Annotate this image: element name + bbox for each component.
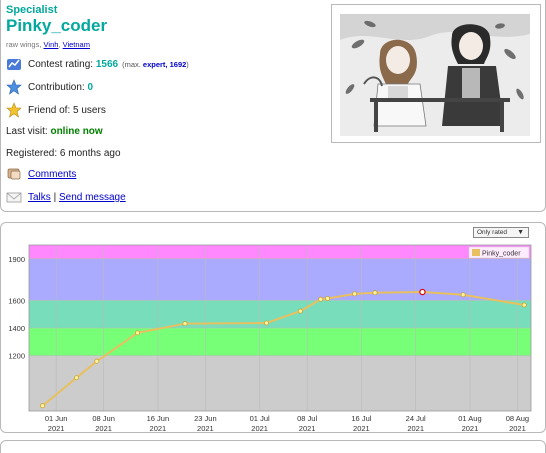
y-tick-label: 1200 <box>8 352 25 361</box>
data-point <box>372 290 378 296</box>
max-rating: (max. expert, 1692) <box>122 59 189 69</box>
talks-link[interactable]: Talks <box>28 191 51 203</box>
contribution-row: Contribution: 0 <box>6 79 93 95</box>
avatar-frame <box>331 4 541 143</box>
x-tick-label: 08 Jun <box>92 414 115 423</box>
legend-swatch <box>472 249 480 256</box>
x-tick-label: 08 Aug <box>506 414 529 423</box>
only-rated-select[interactable]: Only rated ▼ <box>473 227 529 238</box>
data-point <box>419 288 426 296</box>
rating-chart-box: Only rated ▼ 1200 1400 1600 1900 01 Jun 2021 0… <box>0 222 546 433</box>
x-tick-label-year: 2021 <box>150 424 167 433</box>
friend-row: Friend of: 5 users <box>6 102 106 118</box>
next-section-box <box>0 440 546 453</box>
registered-text: Registered: 6 months ago <box>6 148 121 159</box>
user-rank: Specialist <box>6 4 58 16</box>
x-tick-label-year: 2021 <box>299 424 316 433</box>
data-point <box>460 292 466 298</box>
avatar[interactable] <box>340 14 530 136</box>
x-tick-label-year: 2021 <box>407 424 424 433</box>
rating-band <box>29 300 531 328</box>
data-point <box>318 296 324 302</box>
only-rated-label: Only rated <box>477 229 507 236</box>
x-tick-label-year: 2021 <box>251 424 268 433</box>
comments-row: Comments <box>6 166 76 182</box>
x-tick-label-year: 2021 <box>197 424 214 433</box>
contribution-label: Contribution: <box>28 81 85 93</box>
comments-icon <box>6 166 22 182</box>
data-point <box>297 308 303 314</box>
last-visit-value: online now <box>50 126 103 137</box>
contribution-value: 0 <box>87 81 94 93</box>
country-link[interactable]: Vietnam <box>62 40 90 49</box>
x-tick-label-year: 2021 <box>462 424 479 433</box>
user-handle[interactable]: Pinky_coder <box>6 16 108 35</box>
x-tick-label: 24 Jul <box>406 414 426 423</box>
registered-row: Registered: 6 months ago <box>6 148 121 159</box>
send-message-link[interactable]: Send message <box>58 191 126 203</box>
legend-label: Pinky_coder <box>482 251 521 258</box>
series-line <box>41 291 525 407</box>
data-point <box>40 403 46 409</box>
x-tick-label: 01 Jul <box>250 414 270 423</box>
organization-text: raw wings, <box>6 40 42 49</box>
talks-row: Talks | Send message <box>6 189 126 205</box>
plot-frame <box>28 244 532 412</box>
data-point <box>135 330 140 336</box>
x-tick-label: 08 Jul <box>297 414 317 423</box>
rating-band <box>29 245 531 259</box>
user-location: raw wings, Vinh, Vietnam <box>6 40 90 49</box>
city-link[interactable]: Vinh <box>43 40 59 49</box>
data-point <box>352 291 358 297</box>
rating-band <box>29 355 531 411</box>
x-tick-label: 23 Jun <box>194 414 217 423</box>
max-rank: expert, 1692 <box>142 59 187 69</box>
star-gold-icon <box>6 102 22 118</box>
x-tick-label: 01 Aug <box>458 414 481 423</box>
comments-link[interactable]: Comments <box>28 168 77 180</box>
data-point <box>521 302 527 308</box>
data-point <box>325 296 330 301</box>
y-tick-label: 1400 <box>8 324 25 333</box>
x-tick-label-year: 2021 <box>95 424 112 433</box>
friend-count: Friend of: 5 users <box>28 104 106 116</box>
rating-row: Contest rating: 1566 (max. expert, 1692) <box>6 56 189 72</box>
y-tick-label: 1900 <box>8 255 25 264</box>
x-tick-label-year: 2021 <box>48 424 65 433</box>
x-tick-label: 16 Jun <box>147 414 170 423</box>
x-tick-label: 01 Jun <box>45 414 68 423</box>
envelope-icon <box>6 189 22 205</box>
rating-value: 1566 <box>95 58 119 70</box>
data-point <box>94 358 100 364</box>
y-tick-label: 1600 <box>8 296 25 305</box>
star-blue-icon <box>6 79 22 95</box>
last-visit-label: Last visit: <box>6 126 48 137</box>
x-tick-label-year: 2021 <box>353 424 370 433</box>
x-tick-label: 16 Jul <box>351 414 371 423</box>
data-point <box>263 320 269 326</box>
data-point <box>182 321 188 327</box>
profile-box: Specialist Pinky_coder raw wings, Vinh, … <box>0 0 546 212</box>
rating-label: Contest rating: <box>28 58 94 70</box>
rating-chart-icon <box>6 56 22 72</box>
x-tick-label-year: 2021 <box>509 424 526 433</box>
legend-box <box>468 246 530 259</box>
last-visit-row: Last visit: online now <box>6 126 103 137</box>
separator: | <box>53 191 57 203</box>
chevron-down-icon: ▼ <box>517 229 524 236</box>
rating-band <box>29 328 531 356</box>
data-point <box>74 375 79 381</box>
